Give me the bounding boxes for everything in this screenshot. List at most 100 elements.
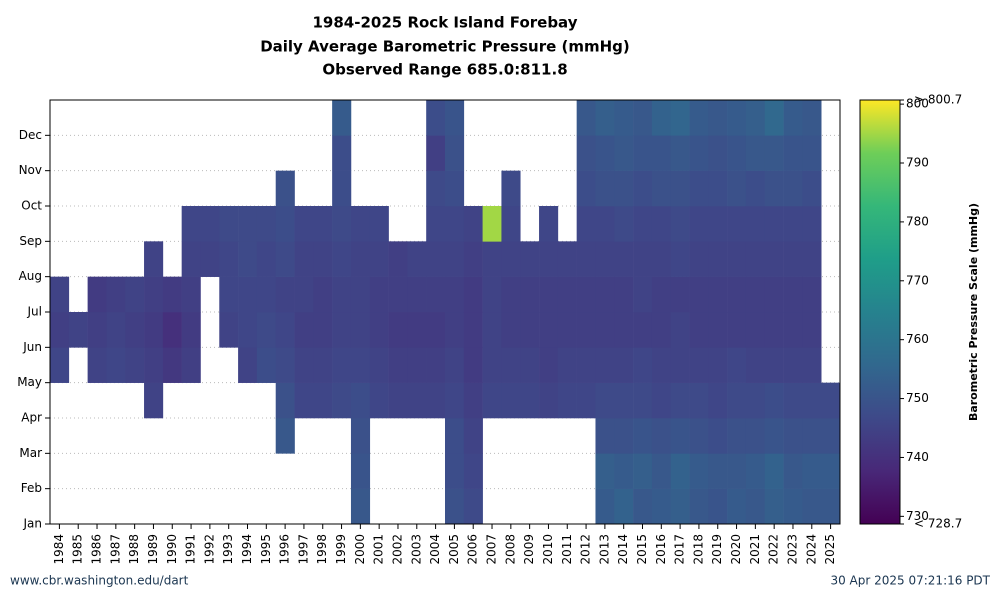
heatmap-cell <box>238 241 258 277</box>
heatmap-cell <box>87 276 107 313</box>
x-tick-label: 1995 <box>259 534 273 565</box>
heatmap-cell <box>238 276 258 313</box>
heatmap-cell <box>689 206 709 242</box>
heatmap-cell <box>595 206 615 242</box>
colorbar-tick-label: < 728.7 <box>914 517 962 531</box>
heatmap-cell <box>614 312 634 348</box>
heatmap-cell <box>162 276 182 313</box>
heatmap-cell <box>388 347 408 383</box>
heatmap-cell <box>369 241 389 277</box>
heatmap-cell <box>689 312 709 348</box>
heatmap-cell <box>727 418 747 454</box>
heatmap-cell <box>445 453 465 489</box>
heatmap-cell <box>482 312 502 348</box>
colorbar-tick-label: 800 <box>906 97 929 111</box>
heatmap-cell <box>708 418 728 454</box>
heatmap-cell <box>181 241 201 277</box>
heatmap-cell <box>332 135 352 171</box>
heatmap-cell <box>651 241 672 277</box>
heatmap-cell <box>445 418 465 454</box>
heatmap-cell <box>501 276 521 313</box>
heatmap-cell <box>727 382 747 419</box>
heatmap-cell <box>576 241 596 277</box>
heatmap-cell <box>463 453 483 489</box>
colorbar <box>859 99 901 525</box>
heatmap-cell <box>50 312 70 348</box>
x-tick-label: 1988 <box>127 534 141 565</box>
x-tick-label: 1987 <box>108 534 122 565</box>
heatmap-cell <box>670 312 690 348</box>
chart-subtitle: Daily Average Barometric Pressure (mmHg) <box>260 38 630 56</box>
heatmap-cell <box>783 170 803 207</box>
heatmap-cell <box>670 100 690 136</box>
heatmap-cell <box>651 312 672 348</box>
heatmap-cell <box>482 382 502 419</box>
heatmap-cell <box>87 347 107 383</box>
heatmap-cell <box>633 276 653 313</box>
heatmap-cell <box>708 453 728 489</box>
heatmap-cell <box>144 276 164 313</box>
heatmap-cell <box>445 276 465 313</box>
heatmap-cell <box>764 135 784 171</box>
heatmap-cell <box>520 312 540 348</box>
heatmap-cell <box>614 453 634 489</box>
heatmap-cell <box>727 135 747 171</box>
heatmap-cell <box>539 347 559 383</box>
heatmap-cell <box>614 488 634 525</box>
heatmap-cell <box>745 276 766 313</box>
x-tick-label: 2008 <box>503 534 517 565</box>
x-tick-label: 2017 <box>673 534 687 565</box>
colorbar-tick-label: 740 <box>906 450 929 464</box>
heatmap-cell <box>614 347 634 383</box>
heatmap-cell <box>783 488 803 525</box>
x-tick-label: 2004 <box>428 534 442 565</box>
heatmap-cell <box>106 312 126 348</box>
heatmap-cell <box>802 206 822 242</box>
heatmap-cell <box>332 170 352 207</box>
heatmap-cell <box>783 135 803 171</box>
x-tick-label: 2020 <box>729 534 743 565</box>
x-tick-label: 1989 <box>146 534 160 565</box>
heatmap-cell <box>181 276 201 313</box>
heatmap-cell <box>802 100 822 136</box>
heatmap-cell <box>727 100 747 136</box>
heatmap-cell <box>651 453 672 489</box>
heatmap-cell <box>764 488 784 525</box>
heatmap-cell <box>482 206 502 242</box>
heatmap-cell <box>445 488 465 525</box>
heatmap-cell <box>633 241 653 277</box>
heatmap-cell <box>369 382 389 419</box>
heatmap-cell <box>407 312 427 348</box>
heatmap-cell <box>238 312 258 348</box>
heatmap-cell <box>576 382 596 419</box>
heatmap-cell <box>256 241 277 277</box>
heatmap-cell <box>350 418 371 454</box>
x-tick-label: 2011 <box>560 534 574 565</box>
heatmap-cell <box>670 135 690 171</box>
x-tick-label: 2014 <box>616 534 630 565</box>
y-tick-label: Mar <box>19 446 42 460</box>
heatmap-cell <box>539 206 559 242</box>
heatmap-cell <box>313 347 333 383</box>
heatmap-cell <box>745 453 766 489</box>
heatmap-cell <box>670 276 690 313</box>
heatmap-cell <box>350 347 371 383</box>
heatmap-cell <box>764 206 784 242</box>
heatmap-cell <box>727 347 747 383</box>
heatmap-cell <box>557 347 577 383</box>
heatmap-cell <box>708 135 728 171</box>
heatmap-cell <box>313 276 333 313</box>
x-tick-label: 1990 <box>165 534 179 565</box>
colorbar-tick-label: 730 <box>906 509 929 523</box>
heatmap-cell <box>727 453 747 489</box>
heatmap-cell <box>595 135 615 171</box>
heatmap-cell <box>332 241 352 277</box>
heatmap-cell <box>689 382 709 419</box>
heatmap-cell <box>463 206 483 242</box>
heatmap-cell <box>764 170 784 207</box>
heatmap-cell <box>783 100 803 136</box>
heatmap-cell <box>802 418 822 454</box>
heatmap-cell <box>708 382 728 419</box>
heatmap-cell <box>764 347 784 383</box>
heatmap-cell <box>595 347 615 383</box>
